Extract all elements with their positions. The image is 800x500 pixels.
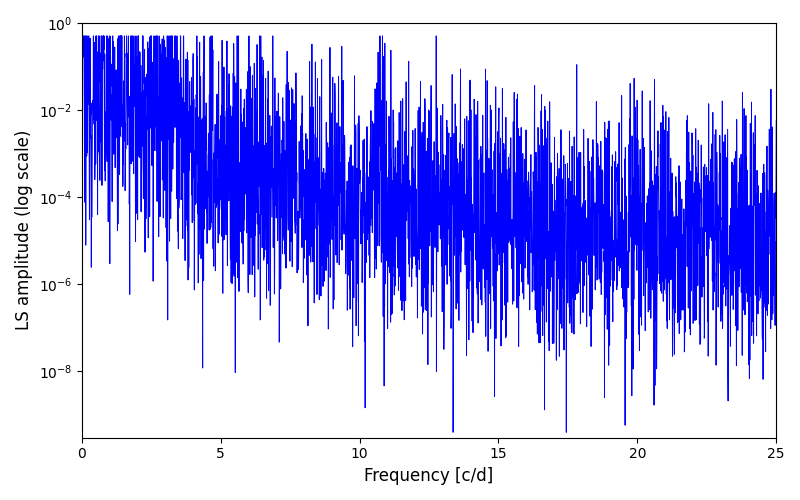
- Y-axis label: LS amplitude (log scale): LS amplitude (log scale): [15, 130, 33, 330]
- X-axis label: Frequency [c/d]: Frequency [c/d]: [364, 467, 494, 485]
